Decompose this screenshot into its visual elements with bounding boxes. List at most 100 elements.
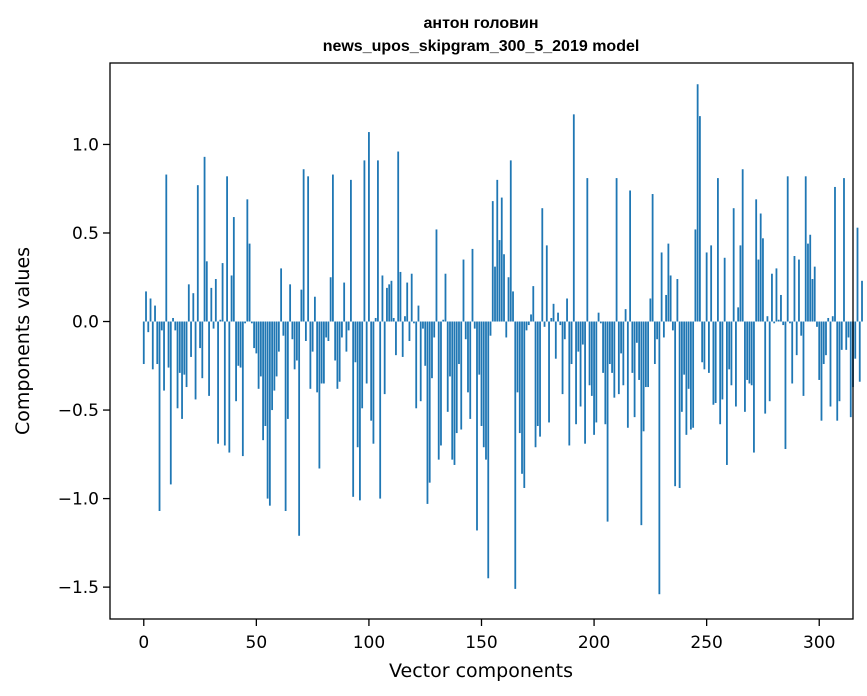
bar-223	[644, 321, 647, 388]
bar-188	[566, 298, 568, 322]
x-axis: 0 50 100 150 200 250 300	[138, 619, 835, 653]
bar-311	[843, 178, 845, 322]
bar-265	[739, 245, 742, 322]
bar-149	[478, 321, 481, 375]
bar-317	[856, 227, 859, 322]
bar-60	[277, 321, 280, 352]
bar-61	[280, 268, 283, 322]
bar-29	[208, 321, 210, 396]
bar-128	[431, 321, 433, 379]
bar-189	[568, 321, 571, 446]
bar-229	[658, 321, 661, 595]
bar-152	[485, 321, 487, 460]
bar-76	[313, 296, 316, 322]
bar-220	[638, 321, 641, 380]
bar-81	[325, 321, 328, 338]
bar-139	[455, 321, 458, 434]
bar-108	[386, 287, 388, 322]
bar-163	[509, 160, 512, 322]
bar-42	[237, 321, 240, 366]
bar-40	[232, 217, 235, 322]
bar-168	[521, 321, 523, 474]
bar-125	[424, 321, 427, 366]
y-tick-label-0: 1.0	[72, 135, 99, 155]
bar-55	[266, 321, 269, 499]
bar-180	[548, 321, 550, 423]
bar-172	[530, 314, 532, 322]
bar-160	[503, 254, 505, 322]
bar-78	[318, 321, 321, 469]
bar-103	[374, 317, 377, 322]
bar-173	[532, 286, 535, 322]
bar-205	[604, 321, 607, 425]
bar-186	[561, 321, 564, 395]
bar-271	[753, 321, 755, 453]
bar-110	[390, 280, 393, 322]
bar-308	[836, 321, 839, 421]
bar-319	[861, 280, 863, 322]
bar-199	[590, 321, 593, 396]
bar-195	[581, 321, 584, 345]
chart-title-line2: news_upos_skipgram_300_5_2019 model	[323, 38, 640, 55]
bar-222	[642, 321, 645, 432]
bar-153	[487, 321, 490, 579]
bar-253	[712, 321, 715, 405]
bar-169	[523, 321, 526, 488]
bar-212	[620, 321, 622, 354]
bar-145	[469, 321, 472, 419]
bar-147	[473, 321, 476, 329]
bar-24	[196, 185, 199, 322]
bar-236	[674, 321, 677, 487]
bar-59	[275, 321, 278, 377]
bar-1	[145, 291, 147, 322]
bar-196	[584, 321, 586, 444]
bar-166	[516, 321, 519, 393]
bar-14	[174, 321, 177, 331]
bar-138	[453, 321, 456, 465]
bar-34	[219, 319, 222, 322]
bar-56	[268, 321, 271, 506]
bar-269	[748, 321, 751, 384]
bar-303	[825, 321, 827, 356]
bar-36	[223, 321, 226, 446]
bar-176	[539, 321, 541, 437]
bar-294	[804, 176, 807, 322]
bar-27	[203, 156, 206, 322]
bar-313	[847, 321, 850, 338]
bar-144	[467, 321, 469, 393]
bar-298	[813, 266, 816, 322]
bar-200	[593, 321, 595, 435]
bar-100	[368, 132, 370, 322]
bar-239	[680, 321, 683, 412]
bar-109	[388, 284, 391, 322]
bar-157	[496, 179, 499, 322]
bar-290	[795, 321, 798, 356]
bar-190	[570, 321, 573, 365]
bar-107	[383, 321, 386, 395]
bar-114	[399, 271, 402, 322]
bar-291	[798, 259, 800, 322]
x-tick-label-250: 250	[690, 633, 722, 653]
bar-210	[615, 178, 618, 322]
bar-293	[802, 321, 805, 396]
x-tick-label-0: 0	[138, 633, 149, 653]
y-tick-label-4: −1.0	[58, 490, 99, 510]
bar-141	[460, 321, 463, 430]
bar-18	[183, 321, 186, 375]
bar-75	[311, 321, 314, 352]
x-tick-label-150: 150	[465, 633, 497, 653]
bar-218	[633, 321, 636, 418]
bar-295	[807, 243, 809, 322]
chart-title-line1: антон головин	[424, 15, 539, 32]
bar-279	[771, 273, 773, 322]
bar-72	[304, 321, 307, 341]
bar-287	[789, 321, 791, 324]
bar-161	[505, 321, 508, 338]
bar-159	[500, 197, 503, 322]
bar-280	[773, 321, 776, 324]
bar-91	[347, 321, 350, 331]
bar-89	[343, 282, 346, 322]
bar-136	[449, 321, 451, 377]
bar-179	[545, 245, 548, 322]
bar-164	[512, 291, 514, 322]
